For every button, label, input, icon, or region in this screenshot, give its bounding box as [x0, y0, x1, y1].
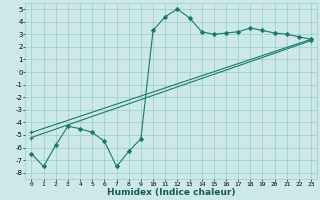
X-axis label: Humidex (Indice chaleur): Humidex (Indice chaleur): [107, 188, 236, 197]
